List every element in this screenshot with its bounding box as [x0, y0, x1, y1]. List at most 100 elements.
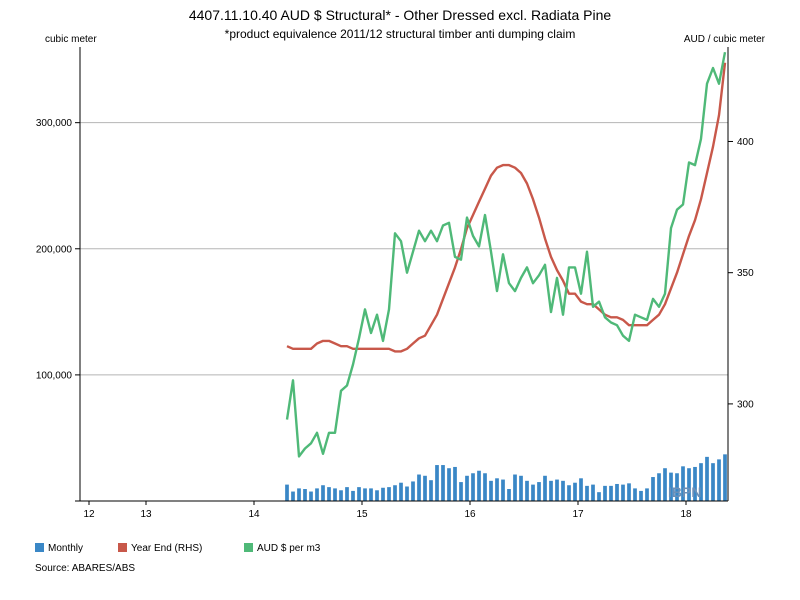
bar-monthly: [651, 477, 655, 501]
chart-subtitle: *product equivalence 2011/12 structural …: [225, 27, 576, 41]
bar-monthly: [405, 486, 409, 501]
bar-monthly: [327, 487, 331, 501]
bar-monthly: [513, 474, 517, 501]
bar-monthly: [303, 489, 307, 501]
x-tick-label: 18: [680, 509, 692, 520]
x-tick-label: 12: [83, 509, 95, 520]
bar-monthly: [669, 472, 673, 501]
bar-monthly: [717, 459, 721, 501]
bar-monthly: [459, 482, 463, 501]
bar-monthly: [627, 483, 631, 501]
chart-title: 4407.11.10.40 AUD $ Structural* - Other …: [189, 7, 612, 23]
left-tick-label: 100,000: [36, 370, 73, 381]
bar-monthly: [507, 489, 511, 501]
bar-monthly: [381, 487, 385, 501]
bar-monthly: [711, 463, 715, 501]
bar-monthly: [723, 454, 727, 501]
bar-monthly: [423, 475, 427, 501]
legend: Monthly Year End (RHS) AUD $ per m3: [35, 543, 321, 554]
legend-label-year-end: Year End (RHS): [131, 543, 202, 554]
bar-monthly: [363, 488, 367, 501]
bar-monthly: [321, 485, 325, 501]
bar-monthly: [483, 473, 487, 501]
right-tick-label: 300: [737, 399, 754, 410]
bar-monthly: [375, 490, 379, 501]
x-tick-label: 15: [356, 509, 368, 520]
bar-monthly: [411, 481, 415, 501]
bar-monthly: [687, 468, 691, 501]
bar-monthly: [579, 478, 583, 501]
bar-monthly: [585, 485, 589, 501]
bar-monthly: [447, 468, 451, 501]
legend-label-aud-per-m3: AUD $ per m3: [257, 543, 321, 554]
source-note: Source: ABARES/ABS: [35, 563, 135, 574]
right-axis-unit: AUD / cubic meter: [684, 34, 766, 45]
bar-monthly: [441, 465, 445, 501]
bar-monthly: [603, 485, 607, 501]
legend-swatch-monthly: [35, 543, 44, 552]
bar-monthly: [501, 479, 505, 501]
left-tick-label: 300,000: [36, 118, 73, 129]
legend-label-monthly: Monthly: [48, 543, 83, 554]
bar-monthly: [339, 490, 343, 501]
legend-swatch-year-end: [118, 543, 127, 552]
bar-monthly: [351, 490, 355, 501]
bar-monthly: [387, 487, 391, 501]
bar-monthly: [285, 484, 289, 501]
bar-monthly: [555, 479, 559, 501]
bar-monthly: [705, 456, 709, 501]
bar-monthly: [291, 491, 295, 501]
bar-monthly: [399, 482, 403, 501]
line-aud-per-m3: [285, 51, 727, 458]
bar-monthly: [699, 463, 703, 501]
bar-monthly: [549, 480, 553, 501]
bar-monthly: [357, 487, 361, 501]
bar-monthly: [297, 488, 301, 501]
bar-monthly: [693, 466, 697, 501]
bar-monthly: [561, 480, 565, 501]
bar-monthly: [645, 488, 649, 501]
line-series: [285, 51, 727, 458]
x-tick-label: 17: [572, 509, 584, 520]
bar-monthly: [633, 488, 637, 501]
bar-monthly: [543, 475, 547, 501]
bar-monthly: [573, 482, 577, 501]
bar-monthly: [657, 473, 661, 501]
bar-monthly: [663, 468, 667, 501]
bar-monthly: [531, 484, 535, 501]
right-tick-label: 400: [737, 137, 754, 148]
bar-monthly: [345, 487, 349, 501]
bar-monthly: [315, 488, 319, 501]
bar-monthly: [537, 482, 541, 501]
ibpn-logo: IBPN: [668, 484, 701, 500]
x-tick-label: 14: [248, 509, 260, 520]
legend-swatch-aud-per-m3: [244, 543, 253, 552]
bar-monthly: [615, 483, 619, 501]
left-tick-label: 200,000: [36, 244, 73, 255]
bar-monthly: [333, 488, 337, 501]
gridlines: [80, 122, 728, 376]
right-tick-label: 350: [737, 268, 754, 279]
bar-monthly: [597, 492, 601, 501]
bar-monthly: [393, 485, 397, 501]
x-tick-label: 13: [140, 509, 152, 520]
bar-monthly: [681, 466, 685, 501]
bar-monthly: [435, 465, 439, 501]
bar-monthly: [609, 485, 613, 501]
bar-monthly: [639, 490, 643, 501]
bar-monthly: [417, 474, 421, 501]
bar-monthly: [465, 475, 469, 501]
bar-monthly: [621, 484, 625, 501]
bar-monthly: [675, 473, 679, 501]
x-tick-label: 16: [464, 509, 476, 520]
bar-monthly: [429, 480, 433, 501]
left-axis-unit: cubic meter: [45, 34, 97, 45]
bar-monthly: [567, 485, 571, 501]
bar-monthly: [477, 470, 481, 501]
axes: 100,000 200,000 300,000 300 350 400 12 13 14 15 16…: [36, 47, 754, 520]
bar-monthly: [453, 466, 457, 501]
bar-monthly: [519, 475, 523, 501]
bar-monthly: [495, 478, 499, 501]
bar-monthly: [369, 488, 373, 501]
